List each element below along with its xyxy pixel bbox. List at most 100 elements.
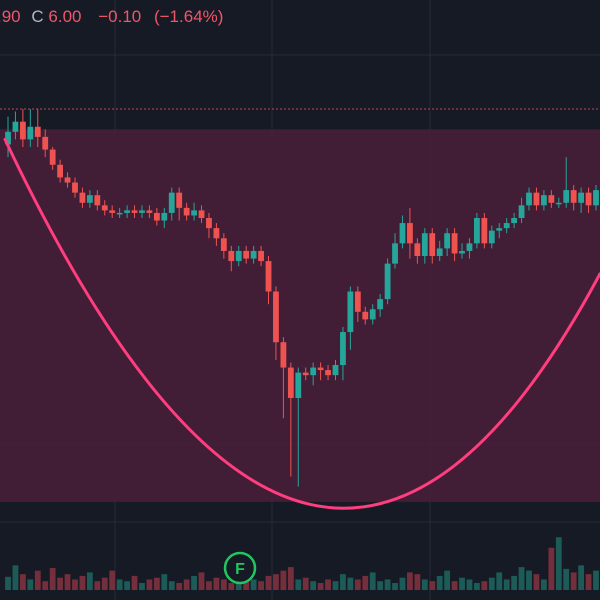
candle-up	[250, 250, 257, 259]
volume-bar	[474, 582, 480, 590]
volume-bar	[451, 581, 458, 590]
candle-down	[414, 243, 421, 257]
candle-down	[451, 233, 458, 254]
volume-bar	[436, 575, 443, 590]
candle-up	[168, 192, 175, 213]
event-marker[interactable]: F	[223, 551, 257, 585]
candle-down	[42, 136, 49, 150]
candle-up	[540, 195, 547, 206]
candle-up	[384, 263, 391, 300]
ohlc-legend: .90 C 6.00 −0.10 (−1.64%)	[0, 7, 223, 26]
candle-down	[19, 121, 26, 140]
candle-up	[86, 195, 93, 203]
volume-bar	[94, 581, 101, 590]
volume-bar	[459, 577, 465, 590]
candle-down	[131, 210, 138, 213]
volume-bar	[526, 570, 532, 590]
candle-down	[57, 164, 64, 178]
candle-down	[213, 228, 220, 239]
legend-change-value: −0.10	[98, 7, 141, 26]
volume-bar	[287, 567, 294, 590]
candle-up	[27, 126, 34, 140]
candle-down	[325, 370, 331, 376]
cup-curve	[3, 137, 600, 510]
volume-bar	[496, 572, 503, 590]
candle-up	[488, 230, 495, 244]
volume-bar	[563, 568, 570, 590]
candle-down	[570, 190, 577, 203]
candle-up	[116, 212, 123, 215]
volume-bar	[280, 570, 287, 590]
legend-close-label: C	[31, 7, 43, 26]
candle-down	[533, 192, 540, 206]
legend-close-value: 6.00	[48, 7, 81, 26]
volume-bar	[243, 577, 250, 590]
volume-bar	[12, 565, 19, 590]
cup-zone	[0, 108, 600, 502]
volume-bar	[369, 572, 376, 590]
volume-bar	[466, 579, 473, 590]
volume-bar	[399, 577, 406, 590]
volume-bar	[540, 579, 547, 590]
candle-down	[72, 182, 78, 193]
candle-up	[399, 223, 406, 244]
volume-bar	[191, 575, 197, 590]
volume-bar	[183, 579, 190, 590]
candle-down	[317, 367, 324, 371]
candle-down	[429, 233, 436, 257]
volume-bar	[384, 579, 391, 590]
candle-down	[265, 261, 272, 292]
candle-up	[5, 131, 11, 145]
volume-bar	[273, 574, 279, 590]
candle-down	[481, 218, 488, 244]
volume-bar	[310, 581, 317, 590]
volume-bar	[250, 579, 257, 590]
candle-down	[302, 372, 309, 376]
candle-down	[101, 205, 108, 211]
legend-change-pct: (−1.64%)	[154, 7, 223, 26]
volume-bar	[19, 574, 26, 590]
volume-bar	[578, 565, 585, 590]
candle-up	[436, 248, 443, 257]
candle-up	[459, 250, 465, 254]
volume-bar	[5, 576, 11, 590]
candle-down	[49, 149, 56, 165]
volume-bar	[153, 577, 160, 590]
candle-up	[332, 365, 339, 376]
volume-bar	[444, 570, 451, 590]
candle-down	[354, 291, 361, 312]
volume-bars	[5, 537, 599, 590]
volume-bar	[64, 574, 71, 590]
candle-down	[220, 238, 227, 251]
volume-bar	[116, 579, 123, 590]
volume-bar	[42, 581, 49, 590]
volume-bar	[228, 582, 235, 590]
volume-bar	[585, 574, 592, 590]
volume-bar	[139, 582, 145, 590]
cup-zone-fill	[0, 129, 600, 502]
volume-bar	[213, 577, 220, 590]
marker-circle-icon[interactable]	[223, 551, 257, 585]
volume-bar	[332, 581, 339, 590]
candle-down	[206, 218, 212, 229]
candle-down	[273, 291, 279, 343]
candle-up	[392, 243, 398, 264]
volume-bar	[34, 570, 41, 590]
volume-bar	[414, 574, 421, 590]
volume-bar	[49, 568, 56, 590]
candle-down	[548, 195, 555, 203]
volume-bar	[421, 579, 428, 590]
candle-up	[555, 202, 562, 205]
candle-down	[176, 192, 183, 208]
volume-bar	[124, 581, 130, 590]
volume-bar	[593, 570, 599, 590]
candle-up	[474, 218, 480, 244]
candle-down	[153, 212, 160, 221]
volume-bar	[265, 575, 272, 590]
volume-bar	[131, 575, 138, 590]
candle-down	[109, 210, 116, 213]
candles	[5, 109, 599, 487]
candle-down	[228, 250, 235, 262]
